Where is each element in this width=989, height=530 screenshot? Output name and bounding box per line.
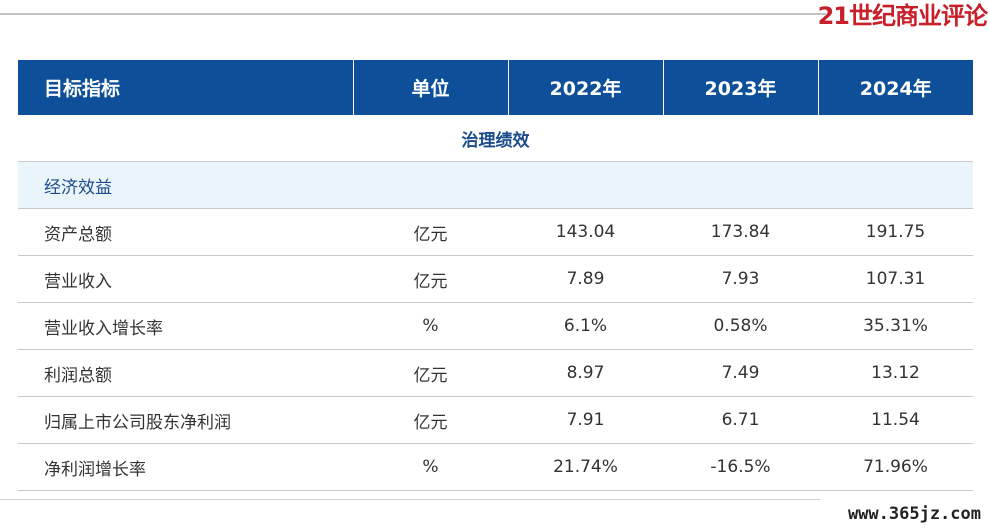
section-row: 治理绩效 <box>18 115 973 162</box>
header-year-2022: 2022年 <box>507 60 663 115</box>
row-value-2022: 8.97 <box>508 349 663 397</box>
table-row: 资产总额 亿元 143.04 173.84 191.75 <box>18 208 973 256</box>
row-value-2024: 11.54 <box>818 396 973 444</box>
top-divider <box>0 13 826 15</box>
section-title: 治理绩效 <box>18 115 973 162</box>
row-value-2023: 173.84 <box>663 208 818 256</box>
row-value-2022: 7.91 <box>508 396 663 444</box>
row-value-2024: 71.96% <box>818 443 973 491</box>
table-row: 营业收入增长率 % 6.1% 0.58% 35.31% <box>18 302 973 350</box>
bottom-divider <box>0 499 820 500</box>
subsection-title: 经济效益 <box>18 161 973 209</box>
row-unit: 亿元 <box>353 349 508 397</box>
row-value-2022: 21.74% <box>508 443 663 491</box>
subsection-row: 经济效益 <box>18 161 973 209</box>
row-value-2023: 7.93 <box>663 255 818 303</box>
metrics-table: 目标指标 单位 2022年 2023年 2024年 治理绩效 经济效益 资产总额… <box>18 60 973 491</box>
row-unit: 亿元 <box>353 208 508 256</box>
header-unit: 单位 <box>352 60 508 115</box>
row-value-2023: 7.49 <box>663 349 818 397</box>
row-value-2023: -16.5% <box>663 443 818 491</box>
row-name: 营业收入增长率 <box>18 302 353 350</box>
row-name: 归属上市公司股东净利润 <box>18 396 353 444</box>
row-value-2022: 6.1% <box>508 302 663 350</box>
header-year-2024: 2024年 <box>817 60 973 115</box>
website-watermark: www.365jz.com <box>847 504 981 524</box>
row-unit: 亿元 <box>353 255 508 303</box>
table-row: 归属上市公司股东净利润 亿元 7.91 6.71 11.54 <box>18 396 973 444</box>
row-name: 营业收入 <box>18 255 353 303</box>
row-name: 净利润增长率 <box>18 443 353 491</box>
row-value-2024: 107.31 <box>818 255 973 303</box>
row-value-2023: 0.58% <box>663 302 818 350</box>
table-row: 利润总额 亿元 8.97 7.49 13.12 <box>18 349 973 397</box>
row-value-2022: 143.04 <box>508 208 663 256</box>
row-value-2024: 191.75 <box>818 208 973 256</box>
row-value-2022: 7.89 <box>508 255 663 303</box>
row-value-2024: 35.31% <box>818 302 973 350</box>
table-header-row: 目标指标 单位 2022年 2023年 2024年 <box>18 60 973 115</box>
row-value-2024: 13.12 <box>818 349 973 397</box>
brand-logo-text: 21世纪商业评论 <box>817 2 988 30</box>
row-name: 资产总额 <box>18 208 353 256</box>
table-row: 净利润增长率 % 21.74% -16.5% 71.96% <box>18 443 973 491</box>
row-value-2023: 6.71 <box>663 396 818 444</box>
header-indicator: 目标指标 <box>18 60 353 115</box>
row-unit: 亿元 <box>353 396 508 444</box>
row-name: 利润总额 <box>18 349 353 397</box>
row-unit: % <box>353 302 508 350</box>
row-unit: % <box>353 443 508 491</box>
table-row: 营业收入 亿元 7.89 7.93 107.31 <box>18 255 973 303</box>
header-year-2023: 2023年 <box>662 60 818 115</box>
